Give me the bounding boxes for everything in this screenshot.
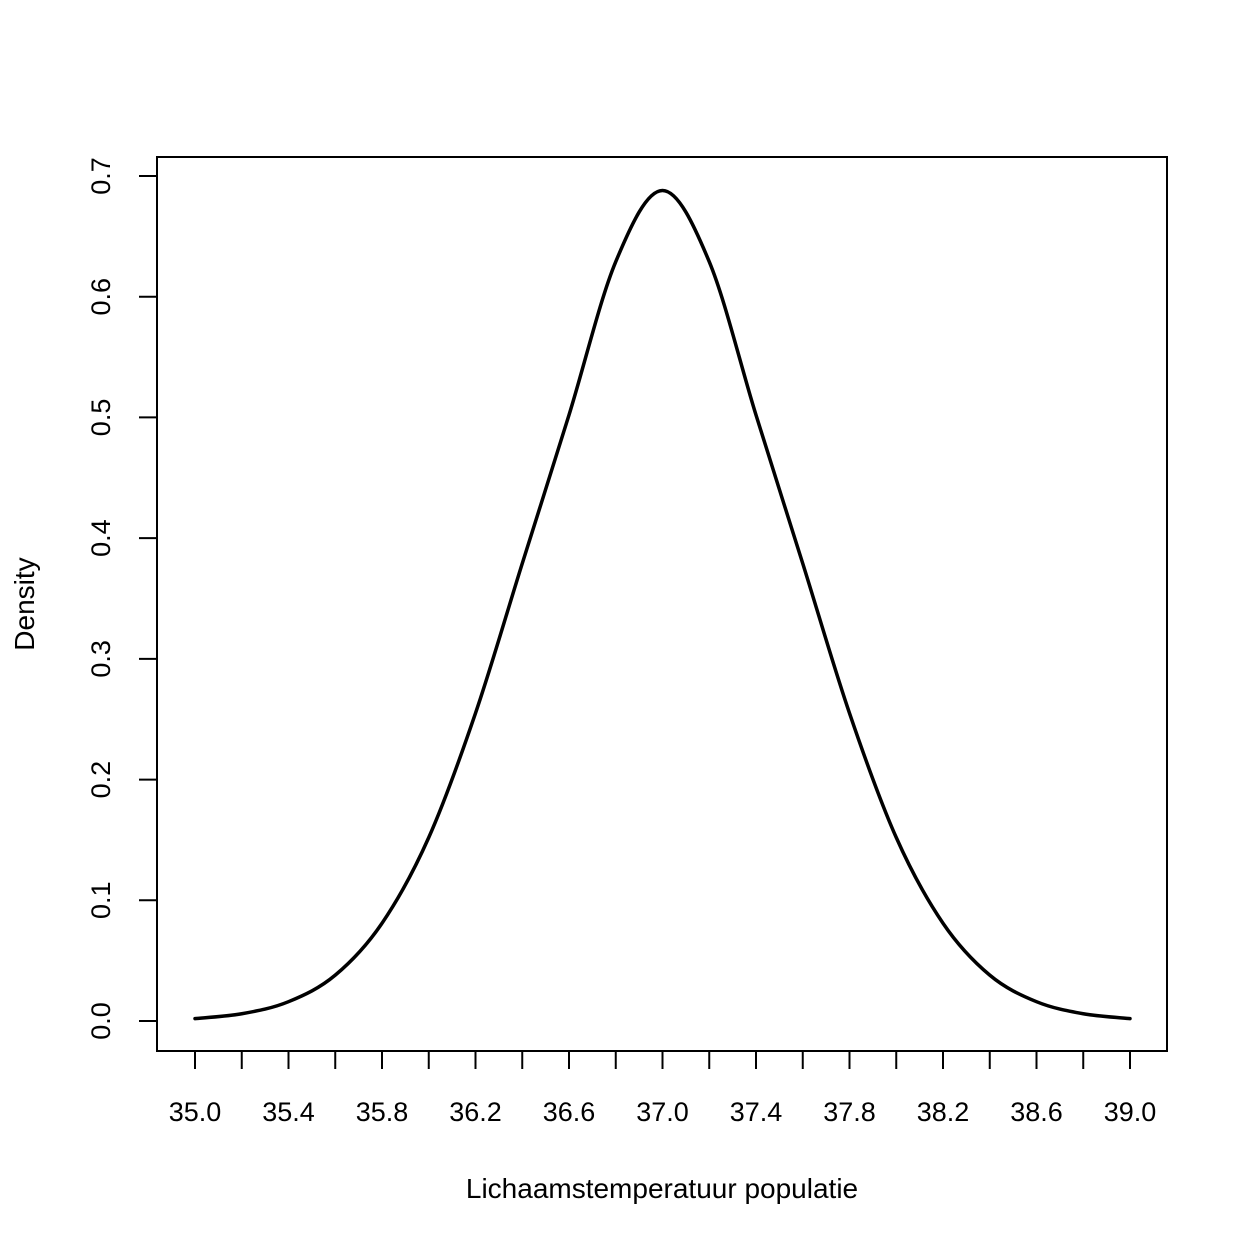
y-tick-label: 0.6 <box>86 278 116 316</box>
x-tick-label: 35.0 <box>169 1097 222 1127</box>
y-tick-label: 0.5 <box>86 399 116 437</box>
x-tick-label: 38.6 <box>1010 1097 1063 1127</box>
y-tick-label: 0.0 <box>86 1002 116 1040</box>
x-tick-label: 37.8 <box>823 1097 876 1127</box>
density-curve <box>193 188 1132 1021</box>
x-tick-label: 36.2 <box>449 1097 502 1127</box>
plot-frame <box>156 156 1168 1052</box>
x-axis: 35.0 35.4 35.8 36.2 36.6 37.0 37.4 37.8 38.2 38.6… <box>169 1050 1157 1127</box>
x-tick-label: 39.0 <box>1104 1097 1157 1127</box>
y-tick-label: 0.3 <box>86 640 116 678</box>
x-tick-label: 37.0 <box>636 1097 689 1127</box>
y-axis: 0.0 0.1 0.2 0.3 0.4 0.5 0.6 0.7 <box>86 157 158 1040</box>
y-tick-label: 0.2 <box>86 761 116 799</box>
x-tick-label: 38.2 <box>917 1097 970 1127</box>
x-tick-label: 35.4 <box>262 1097 315 1127</box>
y-tick-label: 0.1 <box>86 882 116 920</box>
x-tick-label: 36.6 <box>543 1097 596 1127</box>
x-axis-title: Lichaamstemperatuur populatie <box>466 1173 858 1204</box>
x-tick-label: 37.4 <box>730 1097 783 1127</box>
y-axis-title: Density <box>9 557 40 650</box>
y-tick-label: 0.4 <box>86 519 116 557</box>
x-tick-label: 35.8 <box>356 1097 409 1127</box>
y-tick-label: 0.7 <box>86 157 116 195</box>
